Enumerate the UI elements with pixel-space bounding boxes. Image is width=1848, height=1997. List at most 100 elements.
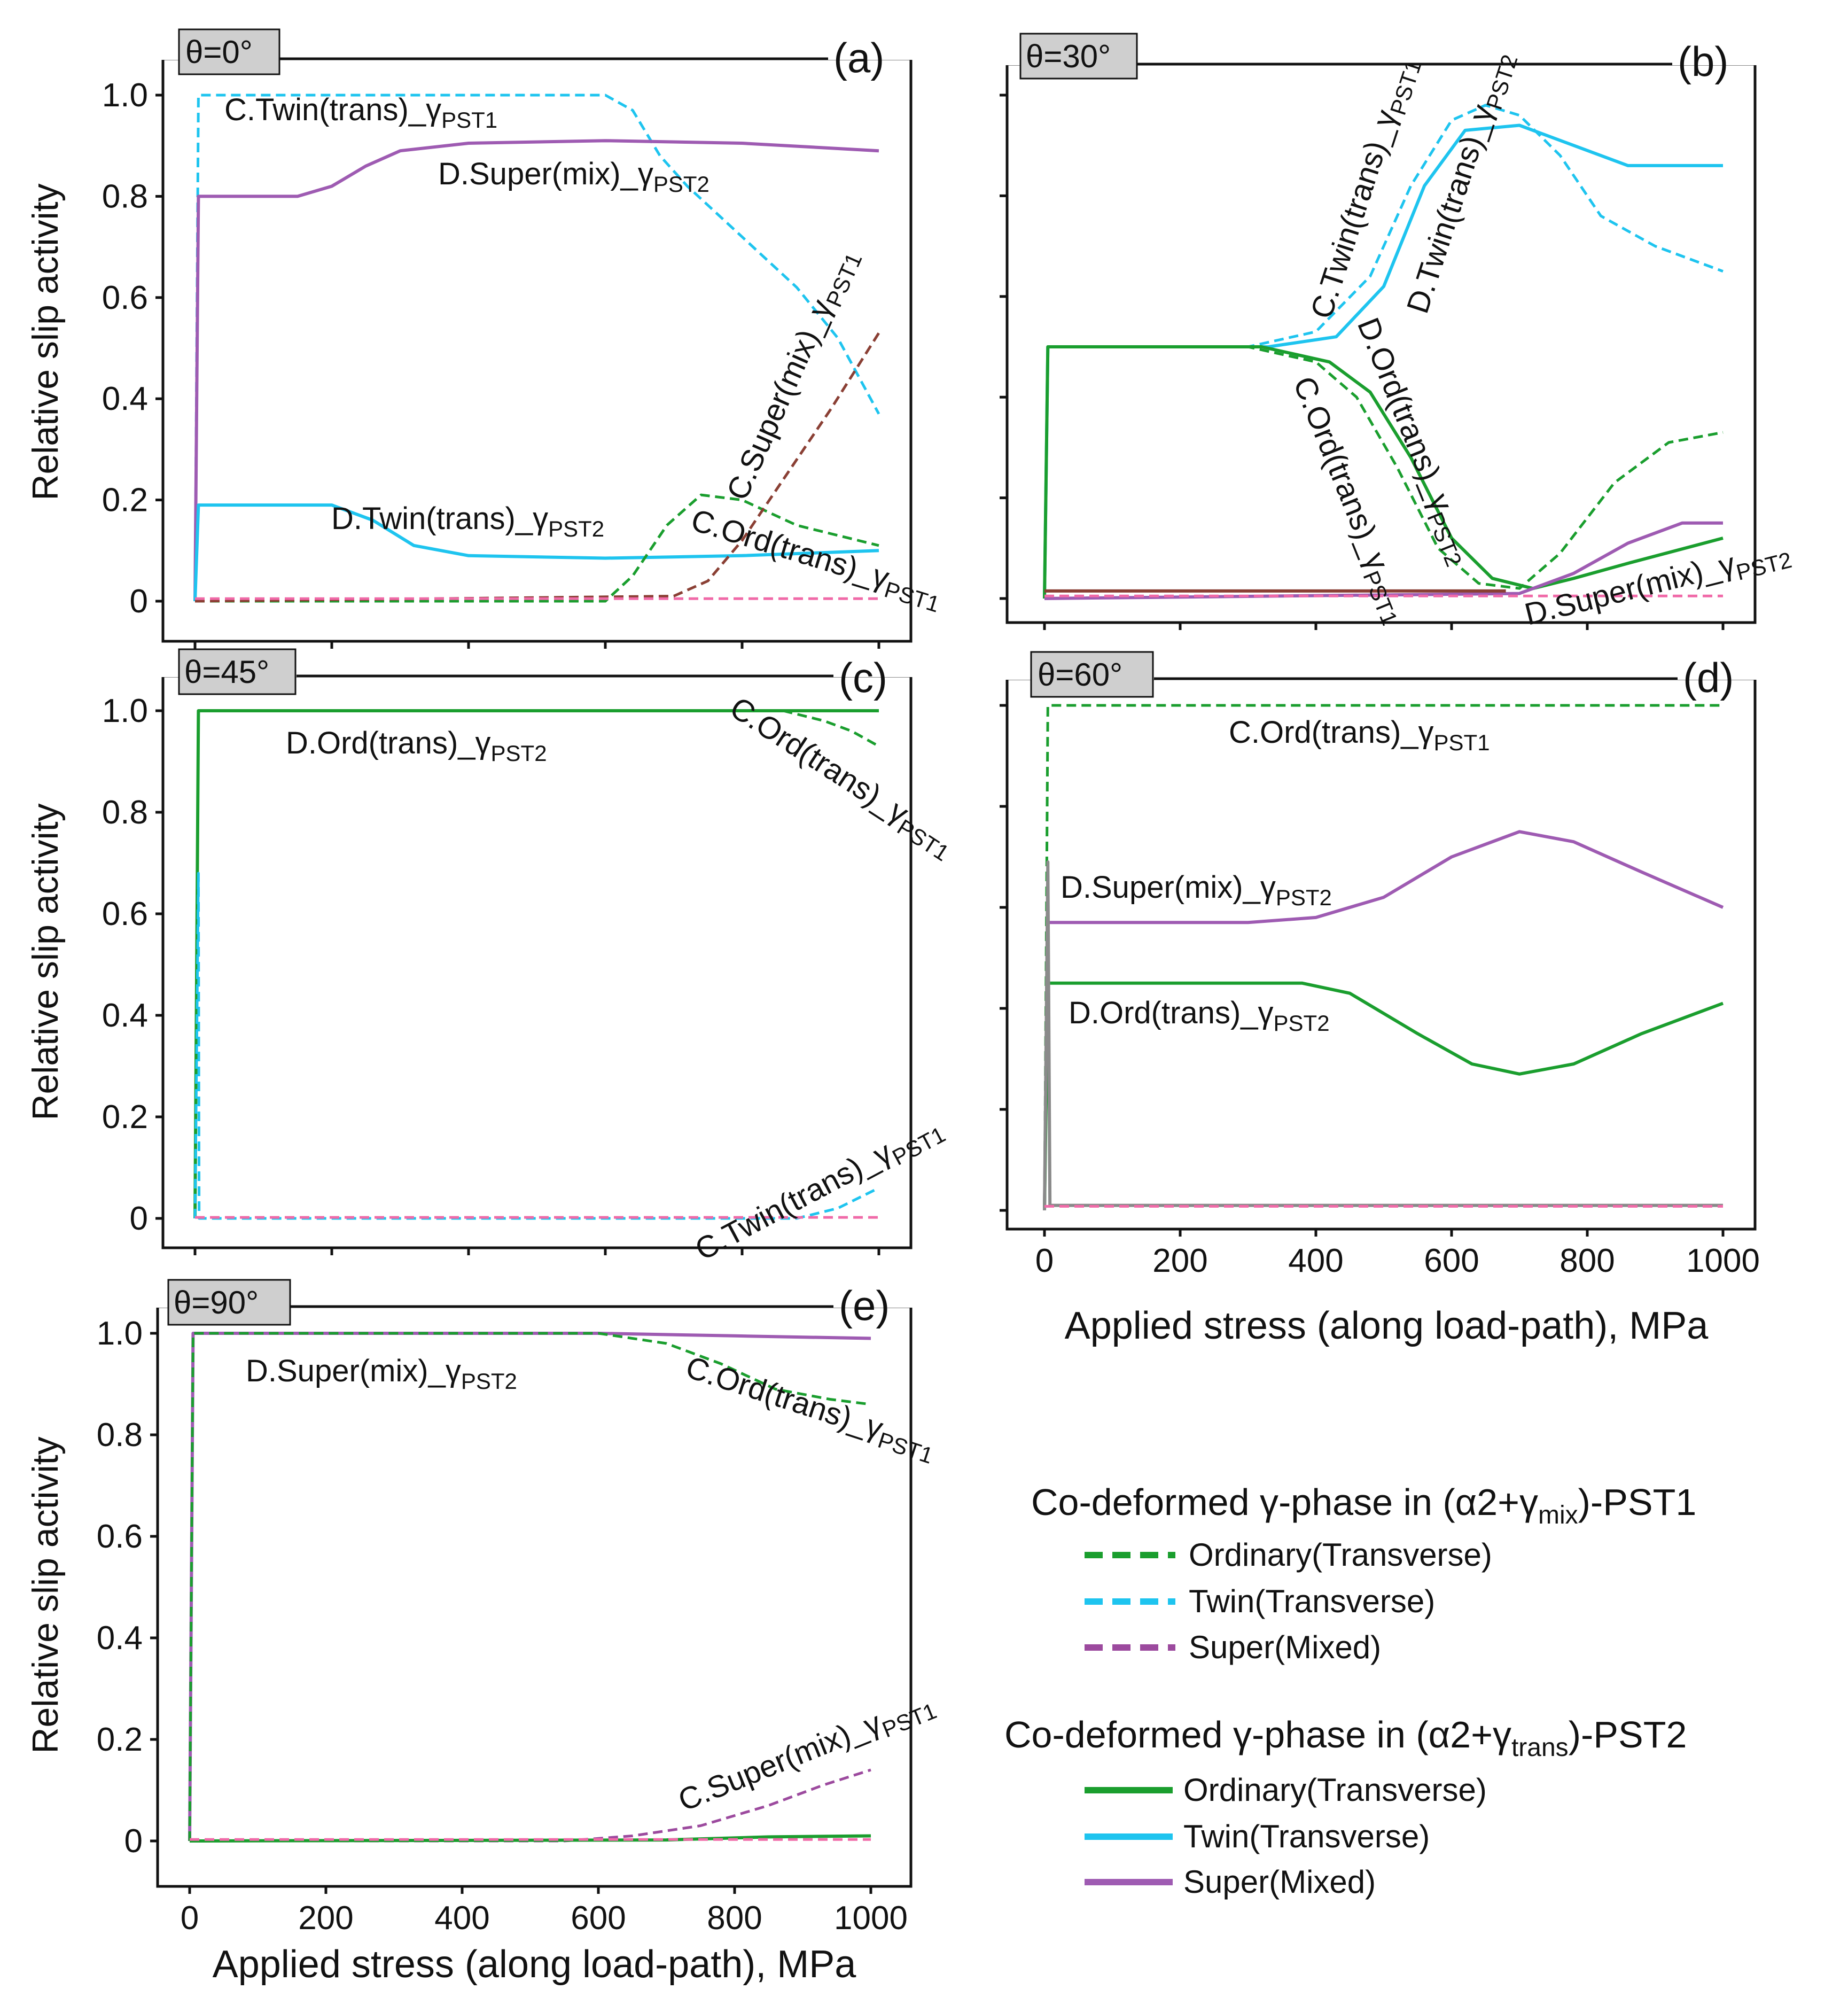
y-tick-label: 0.6 (97, 1518, 143, 1555)
x-tick-label: 200 (298, 1900, 353, 1937)
series-line-d-ord-trans-pst2 (1043, 981, 1724, 1211)
panel-a-y-ticks: 0 0.2 0.4 0.6 0.8 1.0 (102, 77, 163, 620)
panel-a-theta-label: θ=0° (185, 34, 253, 70)
panel-e-theta-badge (167, 1279, 291, 1326)
x-tick-label: 600 (571, 1900, 626, 1937)
legend-g1-ordinary: Ordinary(Transverse) (1189, 1537, 1492, 1573)
panel-d-top-mask (1004, 668, 1758, 680)
y-tick-label: 0 (130, 583, 148, 620)
panel-a-letter: (a) (833, 34, 884, 81)
panel-e-annotation-dsuper: D.Super(mix)_γPST2 (246, 1354, 517, 1394)
series-line-d-super-mix-pst2 (1044, 521, 1723, 600)
panel-d-y-ticks (1000, 704, 1007, 1212)
panel-a-x-ticks (193, 641, 880, 649)
x-tick-label: 400 (1288, 1242, 1343, 1279)
panel-b-letter: (b) (1678, 38, 1728, 85)
panel-c-y-ticks: 0 0.2 0.4 0.6 0.8 1.0 (102, 693, 163, 1237)
x-tick-label: 800 (707, 1900, 762, 1937)
y-tick-label: 0.2 (102, 482, 148, 519)
panel-c-x-ticks (193, 1248, 880, 1255)
panel-c-series (193, 709, 880, 1220)
y-tick-label: 0.2 (102, 1099, 148, 1136)
panel-e-x-ticks: 0 200 400 600 800 1000 (181, 1886, 908, 1937)
x-tick-label: 400 (434, 1900, 489, 1937)
series-line-c-ord-trans-pst1 (1043, 704, 1723, 1211)
x-tick-label: 1000 (834, 1900, 908, 1937)
panel-d-theta-label: θ=60° (1038, 657, 1122, 693)
y-tick-label: 0.2 (97, 1721, 143, 1758)
series-line-c-ord-trans-pst1 (193, 709, 880, 1219)
panel-e-annotation-cord: C.Ord(trans)_γPST1 (680, 1350, 941, 1468)
panel-e-annotation-csuper: C.Super(mix)_γPST1 (674, 1684, 940, 1823)
panel-e-series (188, 1332, 871, 1843)
y-tick-label: 1.0 (97, 1315, 143, 1352)
panel-b-x-ticks (1043, 623, 1725, 630)
series-line-d-super-mix-pst2 (193, 139, 879, 602)
y-tick-label: 1.0 (102, 693, 148, 729)
panel-c-letter: (c) (839, 654, 887, 701)
panel-c-theta-badge (178, 648, 297, 695)
series-line-d-ord-trans-pst2 (193, 709, 879, 1219)
panel-a-annotation-csuper: C.Super(mix)_γPST1 (720, 243, 867, 508)
panel-c-y-axis-label: Relative slip activity (25, 803, 66, 1120)
x-tick-label: 600 (1424, 1242, 1479, 1279)
legend-g2-super: Super(Mixed) (1183, 1864, 1376, 1900)
panel-d-frame (1005, 677, 1757, 1231)
legend-group1-title: Co-deformed γ-phase in (α2+γmix)-PST1 (1031, 1481, 1696, 1529)
series-line-gray (1043, 860, 1723, 1211)
panel-b-theta-badge (1019, 33, 1138, 80)
panel-d-letter: (d) (1683, 654, 1734, 701)
x-tick-label: 200 (1152, 1242, 1207, 1279)
series-line-d-ord-trans-pst2 (189, 1834, 871, 1843)
panel-a: θ=0° (a) 0 0.2 0.4 0.6 0.8 1.0 Relative slip … (25, 28, 942, 649)
panel-b-top-mask (1004, 53, 1758, 65)
panel-a-series (193, 94, 880, 603)
panel-b-series (1043, 104, 1724, 600)
y-tick-label: 0.8 (102, 178, 148, 215)
y-tick-label: 0.6 (102, 896, 148, 933)
y-tick-label: 0.4 (102, 380, 148, 417)
series-line-c-ord-trans-pst1 (1043, 345, 1724, 599)
series-line-d-ord-trans-pst2 (1043, 345, 1724, 599)
panel-d-x-axis-label: Applied stress (along load-path), MPa (1065, 1304, 1709, 1347)
panel-d-x-ticks: 0 200 400 600 800 1000 (1035, 1229, 1760, 1279)
panel-a-y-axis-label: Relative slip activity (25, 183, 66, 500)
panel-e-y-axis-label: Relative slip activity (25, 1436, 66, 1753)
series-line-c-ord-trans-pst1 (188, 1332, 871, 1841)
series-line-d-twin-trans-pst2 (193, 503, 879, 602)
y-tick-label: 0.6 (102, 279, 148, 316)
x-tick-label: 0 (1035, 1242, 1054, 1279)
series-line-d-super-mix-pst2 (1043, 830, 1724, 1211)
panel-e-theta-label: θ=90° (174, 1285, 259, 1320)
panel-c-annotation-cord: C.Ord(trans)_γPST1 (721, 690, 962, 866)
legend: Co-deformed γ-phase in (α2+γmix)-PST1 Or… (1004, 1481, 1696, 1900)
panel-a-top-mask (160, 48, 914, 60)
panel-e: θ=90° (e) 0 0.2 0.4 0.6 0.8 1.0 0 200 400 600 800… (25, 1279, 941, 1986)
legend-g2-ordinary: Ordinary(Transverse) (1183, 1772, 1487, 1808)
y-tick-label: 0 (124, 1823, 143, 1860)
legend-g1-twin: Twin(Transverse) (1189, 1583, 1435, 1619)
x-tick-label: 0 (181, 1900, 199, 1937)
y-tick-label: 1.0 (102, 77, 148, 114)
panel-e-top-mask (155, 1296, 914, 1308)
panel-b-theta-label: θ=30° (1026, 38, 1111, 74)
y-tick-label: 0.4 (102, 997, 148, 1034)
x-tick-label: 800 (1560, 1242, 1615, 1279)
panel-a-annotation-ctwin: C.Twin(trans)_γPST1 (224, 92, 497, 133)
legend-g1-super: Super(Mixed) (1189, 1629, 1381, 1665)
panel-d-theta-badge (1030, 651, 1154, 698)
legend-g2-twin: Twin(Transverse) (1183, 1819, 1430, 1854)
panel-a-theta-badge (178, 28, 280, 75)
panel-c: θ=45° (c) 0 0.2 0.4 0.6 0.8 1.0 Relative slip… (25, 648, 962, 1267)
panel-c-theta-label: θ=45° (184, 654, 269, 690)
panel-c-annotation-dord: D.Ord(trans)_γPST2 (286, 726, 547, 766)
y-tick-label: 0.8 (102, 794, 148, 831)
y-tick-label: 0.8 (97, 1417, 143, 1454)
series-line-c-super-mix-pst1 (194, 332, 880, 603)
panel-e-y-ticks: 0 0.2 0.4 0.6 0.8 1.0 (97, 1315, 158, 1860)
panel-d-annotation-dsuper: D.Super(mix)_γPST2 (1061, 870, 1332, 910)
series-line-c-ord-trans-pst1 (195, 493, 879, 603)
panel-a-annotation-dtwin: D.Twin(trans)_γPST2 (331, 501, 604, 541)
panel-c-top-mask (160, 665, 914, 677)
